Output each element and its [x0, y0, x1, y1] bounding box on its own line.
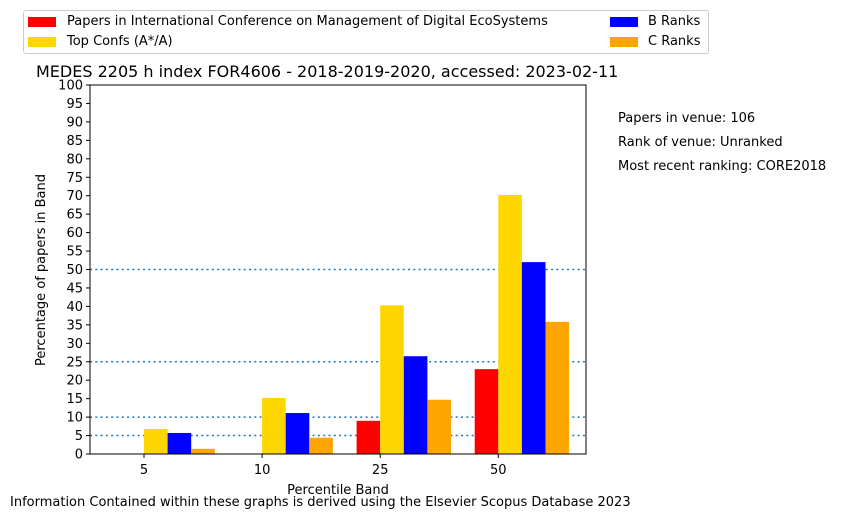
y-tick-label-2: 10 [66, 411, 83, 426]
x-axis: 5 10 25 50 [140, 454, 507, 478]
bar-3-1 [309, 437, 333, 454]
y-tick-label-5: 25 [66, 355, 83, 370]
bar-2-3 [521, 262, 546, 454]
bar-1-1 [262, 397, 286, 454]
y-tick-label-14: 70 [66, 189, 83, 204]
y-tick-label-19: 95 [66, 97, 83, 112]
chart-title: MEDES 2205 h index FOR4606 - 2018-2019-2… [36, 62, 619, 81]
bar-1-0 [144, 428, 168, 454]
bar-2-2 [403, 356, 428, 454]
legend-label-c-ranks: C Ranks [648, 34, 701, 49]
y-tick-label-3: 15 [66, 392, 83, 407]
legend-label-b-ranks: B Ranks [648, 14, 701, 29]
y-tick-label-9: 45 [66, 281, 83, 296]
y-tick-label-8: 40 [66, 300, 83, 315]
y-tick-label-17: 85 [66, 134, 83, 149]
bar-3-3 [545, 321, 570, 454]
bars [144, 194, 570, 454]
y-tick-label-18: 90 [66, 115, 83, 130]
y-tick-label-11: 55 [66, 245, 83, 260]
bar-1-2 [380, 305, 404, 454]
y-tick-label-10: 50 [66, 263, 83, 278]
footer-note: Information Contained within these graph… [10, 495, 631, 510]
most-recent-ranking: Most recent ranking: CORE2018 [618, 159, 827, 174]
legend-swatch-venue [28, 17, 56, 27]
y-tick-label-0: 0 [75, 448, 83, 463]
legend-swatch-top-confs [28, 37, 56, 47]
rank-of-venue: Rank of venue: Unranked [618, 135, 783, 150]
y-tick-label-1: 5 [75, 429, 83, 444]
y-tick-label-7: 35 [66, 318, 83, 333]
y-tick-label-13: 65 [66, 208, 83, 223]
x-tick-label-0: 5 [140, 463, 148, 478]
x-tick-label-3: 50 [490, 463, 507, 478]
legend: Papers in International Conference on Ma… [23, 10, 709, 54]
x-tick-label-2: 25 [372, 463, 389, 478]
y-tick-label-15: 75 [66, 171, 83, 186]
legend-label-top-confs: Top Confs (A*/A) [67, 34, 173, 49]
x-axis-label: Percentile Band [287, 483, 389, 498]
legend-swatch-c-ranks [610, 37, 638, 47]
bar-0-3 [474, 369, 499, 454]
bar-0-2 [356, 420, 381, 454]
x-tick-label-1: 10 [254, 463, 271, 478]
bar-3-2 [427, 399, 451, 454]
y-tick-label-16: 80 [66, 152, 83, 167]
y-tick-label-12: 60 [66, 226, 83, 241]
bar-1-3 [498, 194, 522, 454]
bar-2-0 [167, 432, 192, 454]
y-tick-label-6: 30 [66, 337, 83, 352]
bar-2-1 [285, 413, 310, 454]
bar-3-0 [191, 448, 215, 454]
y-axis-label: Percentage of papers in Band [34, 174, 49, 366]
legend-swatch-b-ranks [610, 17, 638, 27]
papers-in-venue: Papers in venue: 106 [618, 111, 756, 126]
y-axis: 0 5 10 15 20 25 30 35 40 45 50 55 60 65 70 75 80 85 90 95 10… [58, 79, 90, 463]
y-tick-label-4: 20 [66, 374, 83, 389]
y-tick-label-20: 100 [58, 79, 83, 94]
legend-label-venue: Papers in International Conference on Ma… [67, 14, 548, 29]
